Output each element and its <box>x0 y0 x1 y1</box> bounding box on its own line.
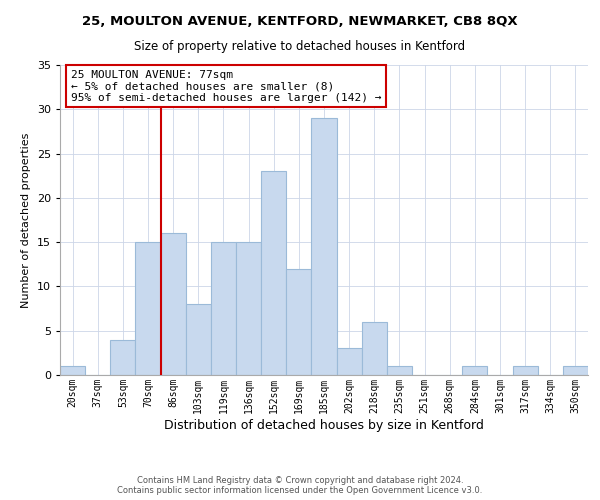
Text: 25, MOULTON AVENUE, KENTFORD, NEWMARKET, CB8 8QX: 25, MOULTON AVENUE, KENTFORD, NEWMARKET,… <box>82 15 518 28</box>
Bar <box>60 366 85 375</box>
Text: 25 MOULTON AVENUE: 77sqm
← 5% of detached houses are smaller (8)
95% of semi-det: 25 MOULTON AVENUE: 77sqm ← 5% of detache… <box>71 70 381 103</box>
Bar <box>236 242 261 375</box>
Bar <box>462 366 487 375</box>
Bar <box>211 242 236 375</box>
Bar <box>136 242 161 375</box>
Text: Size of property relative to detached houses in Kentford: Size of property relative to detached ho… <box>134 40 466 53</box>
Bar <box>387 366 412 375</box>
Bar <box>286 268 311 375</box>
X-axis label: Distribution of detached houses by size in Kentford: Distribution of detached houses by size … <box>164 418 484 432</box>
Bar <box>563 366 588 375</box>
Bar <box>186 304 211 375</box>
Y-axis label: Number of detached properties: Number of detached properties <box>21 132 31 308</box>
Bar <box>110 340 136 375</box>
Bar <box>261 172 286 375</box>
Text: Contains HM Land Registry data © Crown copyright and database right 2024.
Contai: Contains HM Land Registry data © Crown c… <box>118 476 482 495</box>
Bar <box>311 118 337 375</box>
Bar <box>512 366 538 375</box>
Bar <box>337 348 362 375</box>
Bar <box>161 234 186 375</box>
Bar <box>362 322 387 375</box>
